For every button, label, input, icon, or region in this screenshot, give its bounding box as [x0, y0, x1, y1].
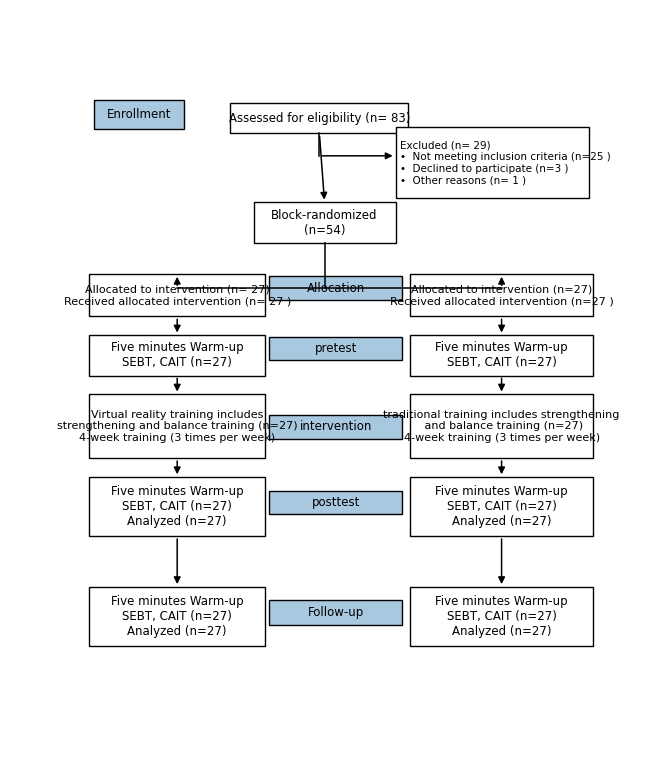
Text: Allocated to intervention (n= 27)
Received allocated intervention (n= 27 ): Allocated to intervention (n= 27) Receiv… — [63, 285, 291, 306]
Text: posttest: posttest — [312, 496, 360, 509]
FancyBboxPatch shape — [89, 477, 265, 536]
FancyBboxPatch shape — [269, 600, 402, 625]
FancyBboxPatch shape — [89, 394, 265, 458]
Text: Five minutes Warm-up
SEBT, CAIT (n=27): Five minutes Warm-up SEBT, CAIT (n=27) — [436, 341, 568, 370]
Text: pretest: pretest — [314, 342, 357, 355]
FancyBboxPatch shape — [230, 103, 408, 133]
Text: Five minutes Warm-up
SEBT, CAIT (n=27)
Analyzed (n=27): Five minutes Warm-up SEBT, CAIT (n=27) A… — [436, 595, 568, 638]
Text: Five minutes Warm-up
SEBT, CAIT (n=27): Five minutes Warm-up SEBT, CAIT (n=27) — [111, 341, 244, 370]
FancyBboxPatch shape — [269, 276, 402, 300]
Text: Enrollment: Enrollment — [107, 108, 171, 121]
FancyBboxPatch shape — [93, 100, 184, 129]
Text: Virtual reality training includes
strengthening and balance training (n=27)
4-we: Virtual reality training includes streng… — [57, 410, 298, 443]
FancyBboxPatch shape — [89, 587, 265, 646]
Text: intervention: intervention — [300, 420, 372, 433]
Text: Five minutes Warm-up
SEBT, CAIT (n=27)
Analyzed (n=27): Five minutes Warm-up SEBT, CAIT (n=27) A… — [436, 486, 568, 528]
Text: Five minutes Warm-up
SEBT, CAIT (n=27)
Analyzed (n=27): Five minutes Warm-up SEBT, CAIT (n=27) A… — [111, 595, 244, 638]
Text: Assessed for eligibility (n= 83): Assessed for eligibility (n= 83) — [228, 111, 410, 124]
Text: traditional training includes strengthening
 and balance training (n=27)
4-week : traditional training includes strengthen… — [384, 410, 620, 443]
Text: Allocation: Allocation — [306, 281, 365, 295]
FancyBboxPatch shape — [396, 127, 589, 199]
Text: Allocated to intervention (n=27)
Received allocated intervention (n=27 ): Allocated to intervention (n=27) Receive… — [390, 285, 613, 306]
FancyBboxPatch shape — [89, 274, 265, 317]
FancyBboxPatch shape — [254, 202, 396, 242]
Text: Excluded (n= 29)
•  Not meeting inclusion criteria (n=25 )
•  Declined to partic: Excluded (n= 29) • Not meeting inclusion… — [400, 140, 611, 186]
FancyBboxPatch shape — [89, 335, 265, 376]
Text: Block-randomized
(n=54): Block-randomized (n=54) — [271, 209, 378, 236]
Text: Follow-up: Follow-up — [308, 606, 364, 619]
FancyBboxPatch shape — [410, 335, 593, 376]
FancyBboxPatch shape — [410, 274, 593, 317]
FancyBboxPatch shape — [269, 414, 402, 439]
FancyBboxPatch shape — [269, 337, 402, 360]
FancyBboxPatch shape — [269, 491, 402, 515]
FancyBboxPatch shape — [410, 587, 593, 646]
FancyBboxPatch shape — [410, 477, 593, 536]
FancyBboxPatch shape — [410, 394, 593, 458]
Text: Five minutes Warm-up
SEBT, CAIT (n=27)
Analyzed (n=27): Five minutes Warm-up SEBT, CAIT (n=27) A… — [111, 486, 244, 528]
